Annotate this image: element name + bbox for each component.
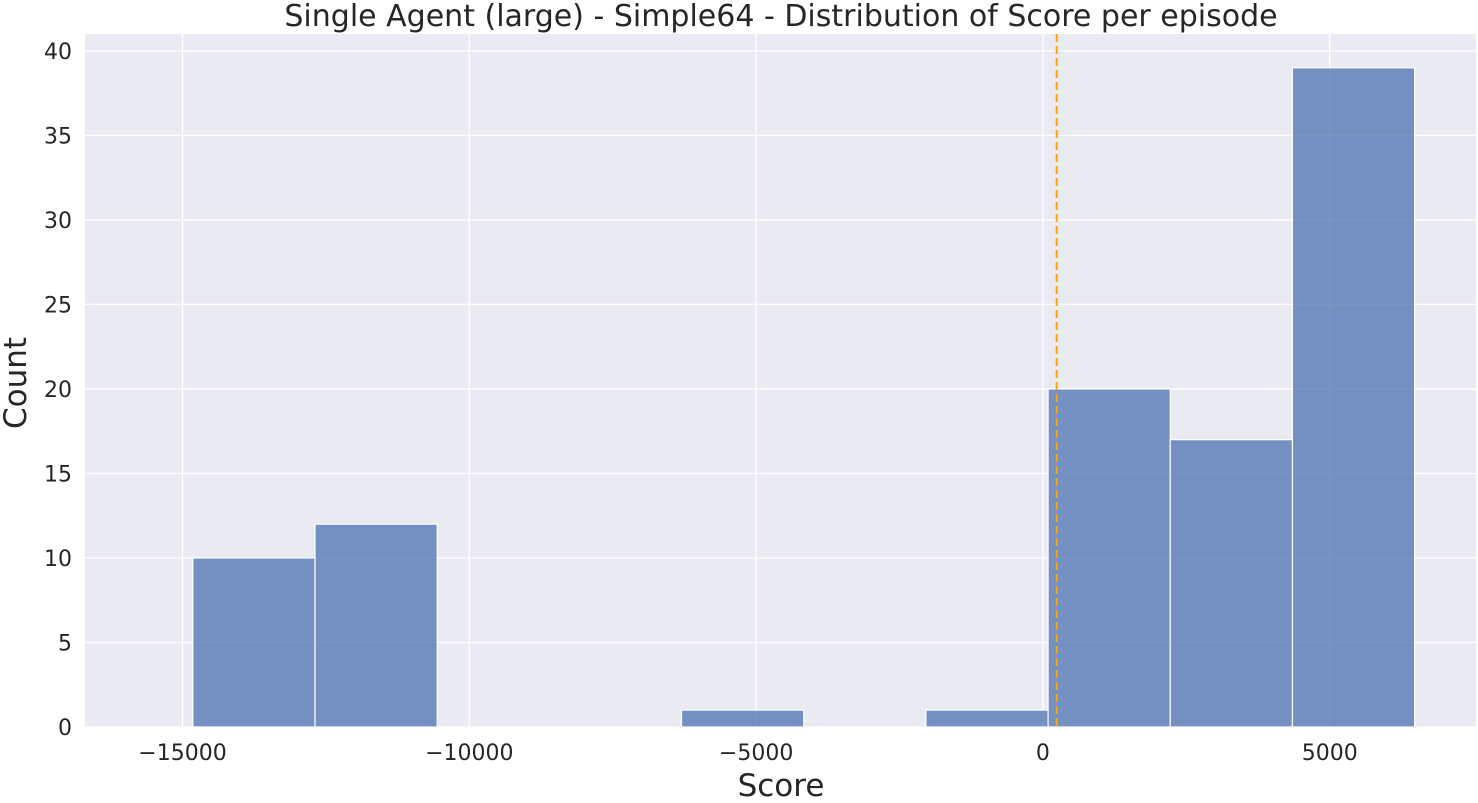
x-axis-label: Score	[738, 768, 825, 803]
histogram-bar	[192, 557, 316, 728]
x-tick-label: −10000	[425, 741, 513, 766]
histogram-bar	[925, 709, 1049, 728]
y-tick-label: 5	[58, 631, 72, 656]
y-tick-label: 25	[44, 293, 72, 318]
chart-title: Single Agent (large) - Simple64 - Distri…	[284, 0, 1277, 34]
histogram-bar	[314, 523, 438, 728]
x-tick-label: −15000	[138, 741, 226, 766]
y-axis-label: Count	[0, 337, 34, 429]
x-axis-ticks: −15000 −10000 −5000 0 5000	[138, 741, 1357, 766]
y-tick-label: 30	[44, 209, 72, 234]
histogram-bar	[1047, 388, 1171, 728]
histogram-bar	[680, 709, 805, 728]
histogram-bars	[192, 67, 1416, 728]
y-tick-label: 20	[44, 378, 72, 403]
y-tick-label: 0	[58, 716, 72, 741]
y-axis-ticks: 0 5 10 15 20 25 30 35 40	[44, 40, 72, 741]
y-tick-label: 35	[44, 124, 72, 149]
y-tick-label: 40	[44, 40, 72, 65]
x-tick-label: −5000	[719, 741, 793, 766]
x-tick-label: 5000	[1302, 741, 1358, 766]
histogram-bar	[1169, 439, 1294, 728]
y-tick-label: 10	[44, 547, 72, 572]
x-tick-label: 0	[1036, 741, 1050, 766]
histogram-bar	[1291, 67, 1416, 728]
y-tick-label: 15	[44, 462, 72, 487]
